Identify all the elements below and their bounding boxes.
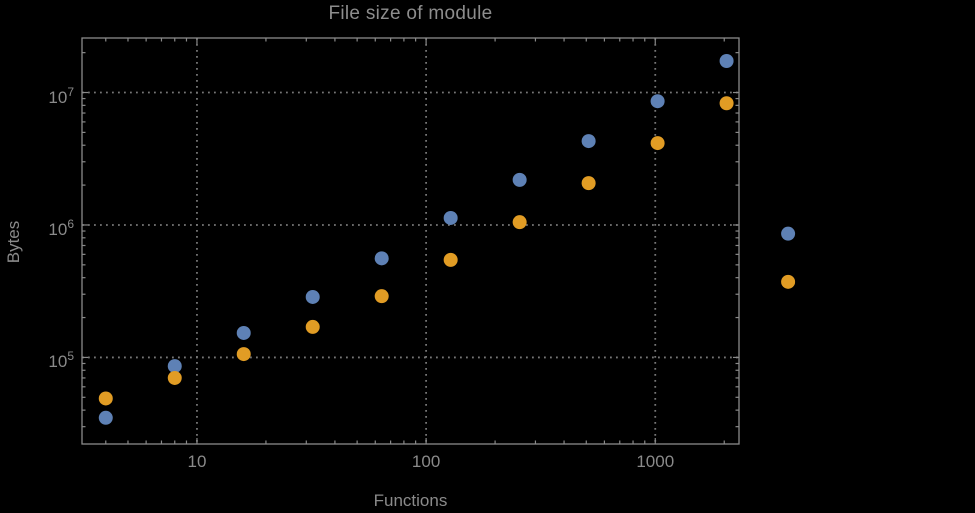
data-point-series-blue [512,172,527,187]
data-point-series-blue [443,210,458,225]
data-point-series-blue [374,251,389,266]
data-point-series-orange [305,319,320,334]
x-tick-label-100: 100 [411,452,441,471]
plot-frame [81,37,740,445]
data-point-series-orange [374,289,389,304]
data-point-series-blue [236,325,251,340]
outside-marker-series-blue [781,226,796,241]
x-axis-label: Functions [373,491,448,510]
data-point-series-blue [719,53,734,68]
data-point-series-orange [236,347,251,362]
y-tick-label-10e7: 107 [48,84,74,107]
data-point-series-blue [98,410,113,425]
x-tick-label-10: 10 [187,452,207,471]
data-point-series-blue [581,134,596,149]
x-tick-label-1000: 1000 [636,452,675,471]
y-tick-exponent: 5 [67,349,74,364]
data-point-series-orange [443,252,458,267]
y-tick-label-10e5: 105 [48,349,74,372]
chart-title: File size of module [328,3,493,24]
data-point-series-orange [167,370,182,385]
data-point-series-blue [305,289,320,304]
data-point-series-orange [719,96,734,111]
data-point-series-orange [650,136,665,151]
data-point-series-orange [581,176,596,191]
data-point-series-orange [512,215,527,230]
y-tick-exponent: 6 [67,216,74,231]
data-point-series-orange [98,391,113,406]
data-point-series-blue [167,359,182,374]
y-tick-exponent: 7 [67,84,74,99]
data-point-series-blue [650,94,665,109]
y-tick-label-10e6: 106 [48,216,74,239]
outside-marker-series-orange [781,274,796,289]
